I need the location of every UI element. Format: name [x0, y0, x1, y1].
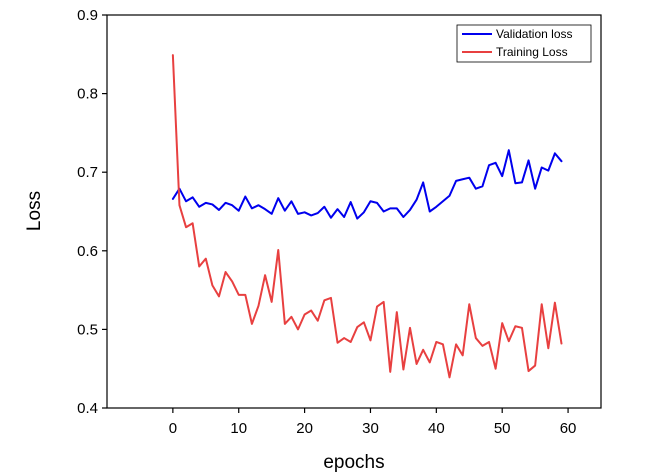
- x-tick-label: 40: [428, 420, 445, 437]
- y-tick-label: 0.6: [77, 243, 98, 260]
- y-axis-ticks: 0.4 0.5 0.6 0.7 0.8 0.9: [77, 7, 107, 417]
- x-tick-label: 20: [296, 420, 313, 437]
- y-tick-label: 0.7: [77, 164, 98, 181]
- legend-box: [456, 24, 592, 63]
- x-axis-ticks: 0 10 20 30 40 50 60: [169, 408, 577, 437]
- legend: Validation loss Training Loss: [456, 24, 592, 63]
- series-line-training-loss: [171, 54, 563, 379]
- series-layer: [171, 54, 563, 379]
- series-line-validation-loss: [171, 149, 563, 220]
- x-tick-label: 10: [230, 420, 247, 437]
- y-tick-label: 0.4: [77, 400, 98, 417]
- y-axis-title: Loss: [24, 191, 45, 231]
- legend-label-validation: Validation loss: [496, 27, 573, 41]
- x-tick-label: 30: [362, 420, 379, 437]
- legend-label-training: Training Loss: [496, 45, 568, 59]
- y-tick-label: 0.8: [77, 86, 98, 103]
- x-tick-label: 50: [494, 420, 511, 437]
- y-tick-label: 0.5: [77, 321, 98, 338]
- x-tick-label: 60: [560, 420, 577, 437]
- x-tick-label: 0: [169, 420, 177, 437]
- y-tick-label: 0.9: [77, 7, 98, 24]
- x-axis-title: epochs: [323, 452, 384, 473]
